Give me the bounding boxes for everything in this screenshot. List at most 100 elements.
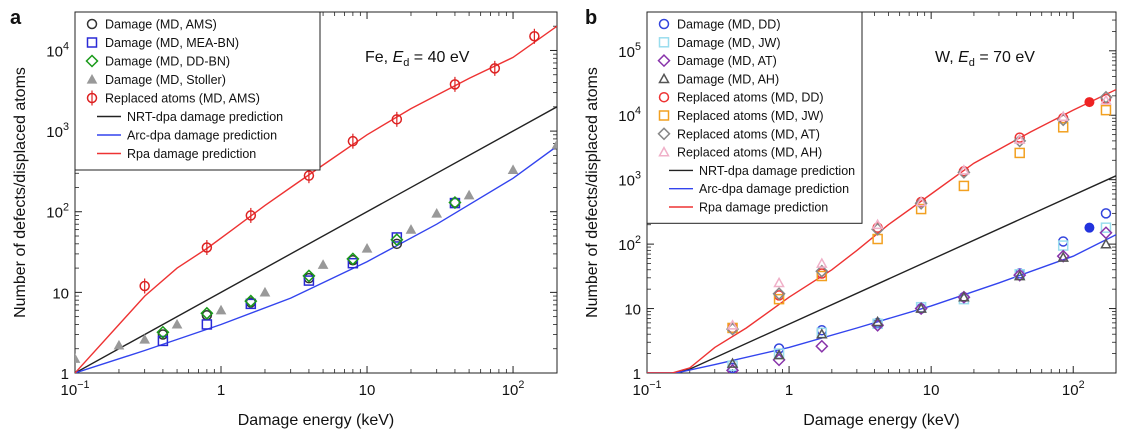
data-point [1100, 238, 1112, 249]
y-tick-label-base: 10 [624, 302, 641, 319]
data-point [1099, 90, 1113, 104]
data-point [914, 196, 928, 210]
x-tick-label-base: 10 [923, 382, 940, 399]
y-axis-label: Number of defects/displaced atoms [12, 67, 29, 318]
y-tick-label-exp: 4 [63, 40, 69, 52]
legend: Damage (MD, DD) Damage (MD, JW) Damage (MD… [646, 11, 863, 224]
x-tick-label: 10 [923, 382, 940, 399]
data-point [1057, 110, 1069, 122]
y-tick-label-base: 10 [46, 205, 63, 222]
data-point [958, 180, 970, 192]
data-point [1100, 208, 1112, 219]
data-point [1014, 147, 1025, 159]
data-point [815, 264, 829, 278]
data-point [463, 189, 475, 200]
y-tick-label: 104 [618, 105, 641, 125]
legend-marker [657, 127, 671, 141]
legend-box [74, 11, 321, 171]
y-tick-label-exp: 2 [635, 234, 641, 246]
data-point [772, 287, 786, 301]
y-tick-label-base: 10 [618, 108, 635, 125]
x-tick-label-exp: −1 [649, 379, 661, 391]
data-point [871, 315, 884, 327]
y-tick-label: 102 [46, 202, 69, 222]
y-tick-label: 10 [624, 302, 641, 319]
data-point [448, 195, 462, 210]
series-line [75, 106, 557, 373]
y-tick-label-exp: 3 [63, 121, 69, 133]
y-tick-label: 103 [618, 170, 641, 190]
data-point [302, 269, 316, 283]
legend-label: NRT-dpa damage prediction [127, 110, 283, 124]
data-point [245, 298, 257, 310]
data-point [1084, 222, 1095, 233]
y-tick-label-base: 10 [618, 173, 635, 190]
legend-label: Damage (MD, DD) [677, 18, 781, 32]
x-tick-label-base: 10 [359, 382, 376, 399]
legend-label: Replaced atoms (MD, DD) [677, 91, 824, 105]
x-tick-label-base: 10 [1062, 382, 1079, 399]
legend: Damage (MD, AMS) Damage (MD, MEA-BN) Damag… [74, 11, 321, 171]
data-point [958, 291, 970, 302]
legend-marker [658, 72, 670, 84]
legend-label: Damage (MD, Stoller) [105, 73, 226, 87]
data-point [915, 203, 927, 215]
y-tick-label-exp: 2 [63, 202, 69, 214]
data-layer [75, 25, 557, 373]
data-point [347, 257, 359, 269]
y-tick-label: 1 [633, 366, 641, 383]
x-tick-label-base: 10 [61, 382, 78, 399]
y-tick-label-base: 10 [46, 43, 63, 60]
data-point [816, 270, 828, 282]
x-axis-label: Damage energy (keV) [238, 412, 395, 429]
legend-marker [86, 37, 98, 48]
data-point [157, 329, 169, 340]
x-tick-label: 1 [217, 382, 225, 399]
y-tick-label: 1 [61, 366, 69, 383]
annotation-prefix: Fe, [365, 49, 393, 66]
data-point [957, 290, 971, 304]
data-point [156, 325, 170, 339]
legend-label: Arc-dpa damage prediction [127, 129, 277, 143]
legend-marker [85, 54, 99, 68]
data-point [157, 335, 169, 347]
annotation-suffix: = 40 eV [409, 49, 469, 66]
data-point [914, 301, 928, 316]
legend-label: Replaced atoms (MD, AT) [677, 127, 820, 141]
legend-marker [86, 73, 98, 84]
legend-marker [658, 146, 670, 157]
annotation-subscript: d [403, 57, 409, 69]
data-point [139, 334, 151, 344]
data-point [507, 164, 519, 175]
data-point [815, 339, 829, 353]
data-point [244, 294, 258, 308]
y-tick-label-base: 10 [46, 124, 63, 141]
data-point [871, 218, 884, 230]
data-point [1013, 268, 1027, 282]
legend-marker [86, 18, 98, 30]
data-point [201, 319, 213, 330]
data-point [816, 257, 828, 268]
data-point [773, 276, 785, 288]
x-axis-label: Damage energy (keV) [803, 412, 960, 429]
y-tick-label: 105 [618, 41, 641, 61]
data-point [726, 319, 739, 330]
y-axis-label: Number of defects/displaced atoms [584, 67, 601, 318]
annotation-prefix: W, [935, 49, 958, 66]
data-point [773, 348, 785, 360]
data-point [259, 286, 271, 297]
data-point [346, 252, 360, 266]
x-tick-label-base: 10 [633, 382, 650, 399]
data-point [725, 363, 740, 373]
y-tick-label: 103 [46, 121, 69, 141]
legend-marker [658, 91, 670, 103]
element-annotation: Fe, Ed = 40 eV [365, 49, 470, 69]
data-point [915, 302, 927, 313]
data-point [390, 233, 404, 247]
x-tick-label: 1 [785, 382, 793, 399]
data-point [361, 242, 373, 253]
legend-label: NRT-dpa damage prediction [699, 164, 855, 178]
data-point [726, 357, 739, 368]
